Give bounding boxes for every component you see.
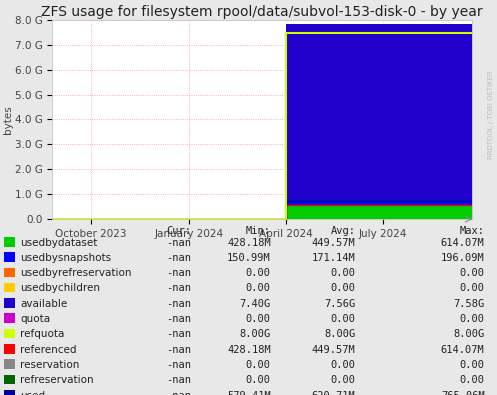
Bar <box>4 313 15 323</box>
Text: 0.00: 0.00 <box>331 314 355 324</box>
Bar <box>4 283 15 292</box>
Text: 449.57M: 449.57M <box>312 237 355 248</box>
Text: refquota: refquota <box>20 329 64 339</box>
Text: 8.00G: 8.00G <box>240 329 271 339</box>
Text: 0.00: 0.00 <box>460 314 485 324</box>
Text: 0.00: 0.00 <box>331 284 355 293</box>
Text: -nan: -nan <box>166 345 191 355</box>
Text: -nan: -nan <box>166 360 191 370</box>
Bar <box>4 252 15 262</box>
Text: 0.00: 0.00 <box>331 268 355 278</box>
Bar <box>4 237 15 246</box>
Bar <box>4 298 15 308</box>
Text: 449.57M: 449.57M <box>312 345 355 355</box>
Text: 428.18M: 428.18M <box>227 345 271 355</box>
Text: 8.00G: 8.00G <box>453 329 485 339</box>
Text: 150.99M: 150.99M <box>227 253 271 263</box>
Text: referenced: referenced <box>20 345 77 355</box>
Text: 0.00: 0.00 <box>460 360 485 370</box>
Text: 579.41M: 579.41M <box>227 391 271 395</box>
Bar <box>4 359 15 369</box>
Text: 7.40G: 7.40G <box>240 299 271 309</box>
Text: reservation: reservation <box>20 360 79 370</box>
Text: quota: quota <box>20 314 50 324</box>
Text: 8.00G: 8.00G <box>324 329 355 339</box>
Text: Max:: Max: <box>460 226 485 237</box>
Text: 0.00: 0.00 <box>460 375 485 385</box>
Text: 0.00: 0.00 <box>460 268 485 278</box>
Text: 196.09M: 196.09M <box>441 253 485 263</box>
Text: Min:: Min: <box>246 226 271 237</box>
Text: 0.00: 0.00 <box>246 314 271 324</box>
Text: -nan: -nan <box>166 268 191 278</box>
Text: 171.14M: 171.14M <box>312 253 355 263</box>
Y-axis label: bytes: bytes <box>3 105 13 134</box>
Text: -nan: -nan <box>166 329 191 339</box>
Text: 614.07M: 614.07M <box>441 345 485 355</box>
Text: 620.71M: 620.71M <box>312 391 355 395</box>
Text: RRDTOOL / TOBI OETIKER: RRDTOOL / TOBI OETIKER <box>488 70 494 159</box>
Text: refreservation: refreservation <box>20 375 93 385</box>
Text: Avg:: Avg: <box>331 226 355 237</box>
Text: Cur:: Cur: <box>166 226 191 237</box>
Text: usedbychildren: usedbychildren <box>20 284 100 293</box>
Text: 0.00: 0.00 <box>246 375 271 385</box>
Text: usedbydataset: usedbydataset <box>20 237 97 248</box>
Bar <box>4 329 15 338</box>
Text: -nan: -nan <box>166 237 191 248</box>
Text: available: available <box>20 299 67 309</box>
Text: 0.00: 0.00 <box>331 375 355 385</box>
Text: -nan: -nan <box>166 299 191 309</box>
Title: ZFS usage for filesystem rpool/data/subvol-153-disk-0 - by year: ZFS usage for filesystem rpool/data/subv… <box>41 5 483 19</box>
Text: -nan: -nan <box>166 375 191 385</box>
Text: 0.00: 0.00 <box>331 360 355 370</box>
Text: 0.00: 0.00 <box>246 268 271 278</box>
Bar <box>4 344 15 354</box>
Text: -nan: -nan <box>166 284 191 293</box>
Text: -nan: -nan <box>166 391 191 395</box>
Bar <box>4 267 15 277</box>
Text: used: used <box>20 391 45 395</box>
Text: -nan: -nan <box>166 314 191 324</box>
Bar <box>4 390 15 395</box>
Text: usedbyrefreservation: usedbyrefreservation <box>20 268 131 278</box>
Text: -nan: -nan <box>166 253 191 263</box>
Text: 0.00: 0.00 <box>246 360 271 370</box>
Text: 0.00: 0.00 <box>460 284 485 293</box>
Text: 614.07M: 614.07M <box>441 237 485 248</box>
Text: 428.18M: 428.18M <box>227 237 271 248</box>
Bar <box>4 374 15 384</box>
Text: usedbysnapshots: usedbysnapshots <box>20 253 111 263</box>
Text: 7.58G: 7.58G <box>453 299 485 309</box>
Text: 7.56G: 7.56G <box>324 299 355 309</box>
Text: 0.00: 0.00 <box>246 284 271 293</box>
Text: 765.06M: 765.06M <box>441 391 485 395</box>
